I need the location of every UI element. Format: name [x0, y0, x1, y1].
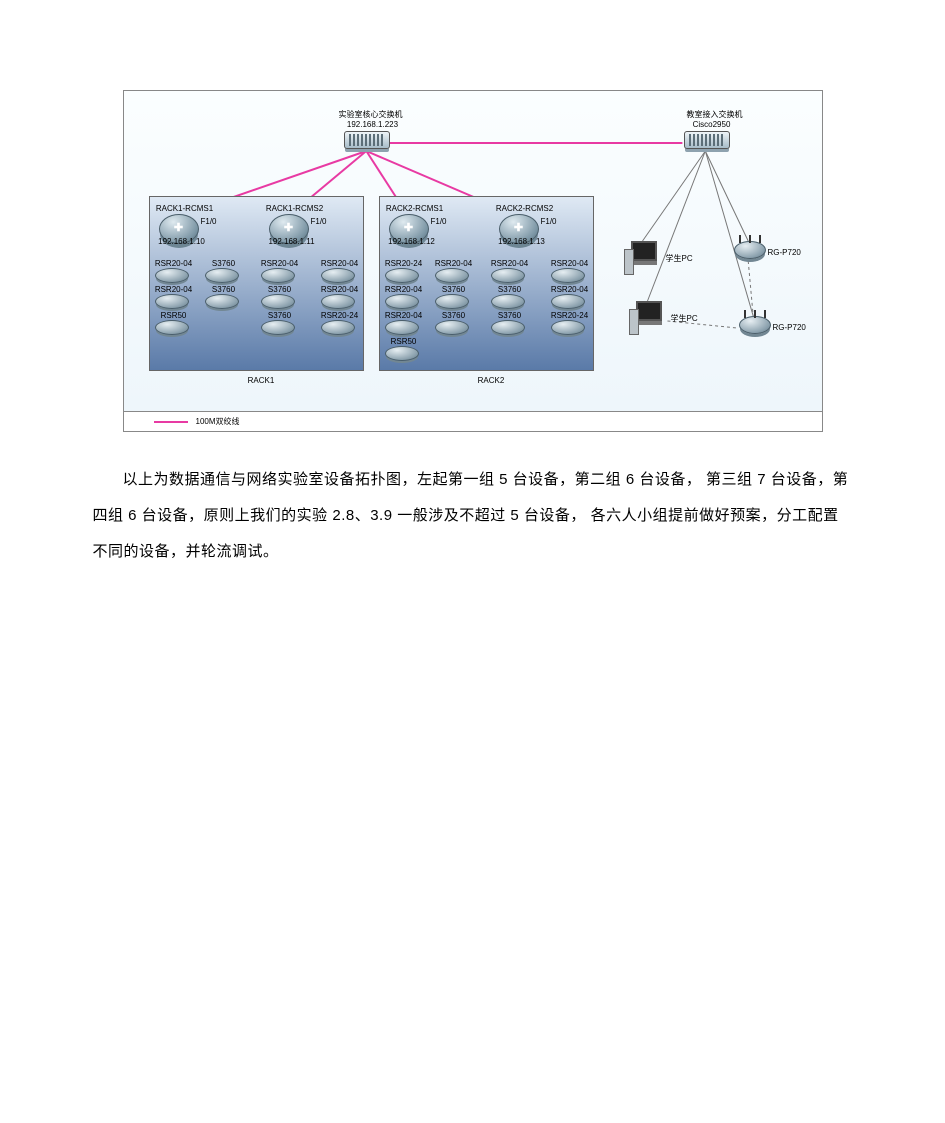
- caption-paragraph: 以上为数据通信与网络实验室设备拓扑图，左起第一组 5 台设备，第二组 6 台设备…: [93, 462, 853, 570]
- diagram-label: S3760: [259, 286, 301, 295]
- device-icon: [205, 268, 239, 283]
- diagram-label: RACK2: [466, 377, 516, 386]
- device-icon: [321, 294, 355, 309]
- diagram-label: RSR50: [153, 312, 195, 321]
- diagram-label: RSR20-04: [153, 260, 195, 269]
- topology-diagram: 实验室核心交换机192.168.1.223 教室接入交换机Cisco2950 RAC…: [123, 90, 823, 432]
- diagram-label: 教室接入交换机: [670, 111, 760, 120]
- device-icon: [261, 268, 295, 283]
- device-icon: [385, 268, 419, 283]
- device-icon: [155, 294, 189, 309]
- device-icon: [321, 268, 355, 283]
- diagram-label: RSR20-24: [383, 260, 425, 269]
- diagram-label: 192.168.1.13: [497, 238, 547, 247]
- diagram-label: S3760: [433, 312, 475, 321]
- diagram-label: F1/0: [311, 218, 327, 227]
- diagram-label: 实验室核心交换机: [326, 111, 416, 120]
- device-icon: [435, 320, 469, 335]
- diagram-label: F1/0: [431, 218, 447, 227]
- diagram-label: RG-P720: [768, 249, 801, 258]
- device-icon: [551, 268, 585, 283]
- device-icon: [155, 320, 189, 335]
- diagram-label: RACK2-RCMS1: [385, 205, 445, 214]
- device-icon: [435, 294, 469, 309]
- wireless-ap-icon: [739, 316, 771, 340]
- diagram-label: RACK1-RCMS1: [155, 205, 215, 214]
- router-icon: [499, 214, 539, 254]
- diagram-label: RACK1: [236, 377, 286, 386]
- diagram-label: RSR20-04: [549, 260, 591, 269]
- diagram-label: S3760: [203, 260, 245, 269]
- diagram-label: RACK2-RCMS2: [495, 205, 555, 214]
- router-icon: [269, 214, 309, 254]
- core-switch-icon: [344, 131, 390, 155]
- device-icon: [551, 294, 585, 309]
- device-icon: [261, 294, 295, 309]
- legend-line-icon: [154, 421, 188, 423]
- pc-icon: [629, 301, 669, 339]
- device-icon: [385, 294, 419, 309]
- diagram-label: RSR20-04: [383, 286, 425, 295]
- diagram-label: RSR20-04: [383, 312, 425, 321]
- diagram-label: 192.168.1.11: [267, 238, 317, 247]
- device-icon: [491, 268, 525, 283]
- diagram-label: RSR20-24: [319, 312, 361, 321]
- diagram-label: 192.168.1.12: [387, 238, 437, 247]
- diagram-label: RSR20-04: [153, 286, 195, 295]
- diagram-label: 学生PC: [666, 255, 693, 264]
- diagram-label: S3760: [433, 286, 475, 295]
- device-icon: [155, 268, 189, 283]
- router-icon: [159, 214, 199, 254]
- device-icon: [261, 320, 295, 335]
- diagram-label: F1/0: [201, 218, 217, 227]
- device-icon: [321, 320, 355, 335]
- diagram-label: S3760: [259, 312, 301, 321]
- device-icon: [205, 294, 239, 309]
- diagram-label: RSR20-04: [319, 286, 361, 295]
- diagram-label: RSR20-04: [259, 260, 301, 269]
- diagram-label: RG-P720: [773, 324, 806, 333]
- access-switch-icon: [684, 131, 730, 155]
- device-icon: [491, 320, 525, 335]
- diagram-label: S3760: [203, 286, 245, 295]
- diagram-label: F1/0: [541, 218, 557, 227]
- device-icon: [491, 294, 525, 309]
- diagram-label: RSR20-04: [489, 260, 531, 269]
- pc-icon: [624, 241, 664, 279]
- legend: 100M双绞线: [124, 411, 822, 431]
- caption-line-1: 以上为数据通信与网络实验室设备拓扑图，左起第一组 5 台设备，第二组 6 台设备…: [123, 471, 702, 488]
- diagram-label: RSR20-24: [549, 312, 591, 321]
- device-icon: [385, 346, 419, 361]
- legend-label: 100M双绞线: [196, 416, 240, 427]
- diagram-label: Cisco2950: [682, 121, 742, 130]
- diagram-label: S3760: [489, 286, 531, 295]
- device-icon: [435, 268, 469, 283]
- diagram-label: S3760: [489, 312, 531, 321]
- diagram-label: RSR20-04: [433, 260, 475, 269]
- diagram-label: 学生PC: [671, 315, 698, 324]
- diagram-label: RACK1-RCMS2: [265, 205, 325, 214]
- router-icon: [389, 214, 429, 254]
- diagram-label: 192.168.1.10: [157, 238, 207, 247]
- wireless-ap-icon: [734, 241, 766, 265]
- device-icon: [551, 320, 585, 335]
- diagram-label: RSR50: [383, 338, 425, 347]
- device-icon: [385, 320, 419, 335]
- diagram-label: RSR20-04: [319, 260, 361, 269]
- diagram-label: 192.168.1.223: [338, 121, 408, 130]
- diagram-label: RSR20-04: [549, 286, 591, 295]
